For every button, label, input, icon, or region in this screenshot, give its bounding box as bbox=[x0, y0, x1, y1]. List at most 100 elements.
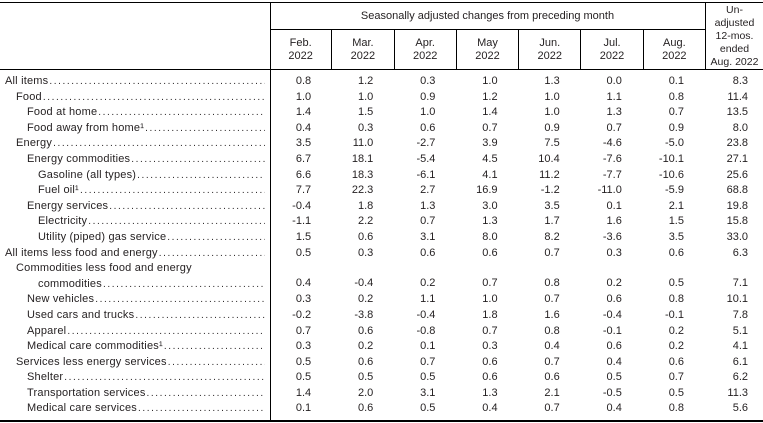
leader-dots bbox=[130, 152, 265, 168]
cell-jun-2022: 0.8 bbox=[544, 276, 560, 289]
cell-apr-2022: 1.3 bbox=[420, 199, 436, 212]
cell-jul-2022: -7.7 bbox=[602, 168, 622, 181]
row-label: Transportation services bbox=[0, 386, 270, 402]
month-header-text: 2022 bbox=[350, 49, 376, 62]
row-label: Energy commodities bbox=[0, 152, 270, 168]
table-body: All items 0.8 1.2 0.3 1.0 1.3 0.0 0.1 8.3 Food 1.0… bbox=[0, 70, 763, 420]
cell-12-mos-ended-aug-2022: 7.1 bbox=[732, 276, 748, 289]
cell-mar-2022: -0.4 bbox=[354, 276, 374, 289]
month-header-text: 2022 bbox=[475, 49, 500, 62]
leader-dots bbox=[42, 90, 265, 106]
cell-feb-2022: 0.7 bbox=[295, 324, 312, 337]
cell-jun-2022: 1.0 bbox=[544, 106, 560, 119]
row-label-text: Gasoline (all types) bbox=[38, 168, 137, 181]
cell-aug-2022: 0.5 bbox=[668, 386, 684, 399]
month-header-text: May bbox=[477, 37, 498, 49]
cell-feb-2022: -1.1 bbox=[292, 215, 312, 228]
row-label: Gasoline (all types) bbox=[0, 168, 270, 184]
table-row-medical-care-services: Medical care services 0.1 0.6 0.5 0.4 0.7 0.4 0… bbox=[0, 401, 763, 417]
cell-12-mos-ended-aug-2022: 8.0 bbox=[732, 121, 748, 134]
cell-jun-2022: 8.2 bbox=[544, 230, 560, 243]
leader-dots bbox=[87, 214, 265, 230]
column-header-may-2022: May 2022 bbox=[455, 30, 518, 69]
cell-apr-2022: 3.1 bbox=[420, 386, 436, 399]
cell-may-2022: 1.0 bbox=[482, 293, 498, 306]
row-label: Apparel bbox=[0, 324, 270, 340]
row-label: New vehicles bbox=[0, 292, 270, 308]
cell-12-mos-ended-aug-2022: 33.0 bbox=[726, 230, 748, 243]
leader-dots bbox=[97, 105, 265, 121]
cell-apr-2022: 2.7 bbox=[420, 184, 436, 197]
row-label: All items bbox=[0, 74, 270, 90]
cell-jun-2022: 0.9 bbox=[544, 121, 560, 134]
leader-dots bbox=[134, 308, 265, 324]
cell-apr-2022: 0.5 bbox=[420, 402, 436, 415]
row-label-text: New vehicles bbox=[27, 293, 95, 306]
cell-mar-2022: 2.0 bbox=[357, 386, 374, 399]
leader-dots bbox=[137, 401, 265, 417]
row-label: Shelter bbox=[0, 370, 270, 386]
cell-aug-2022: 0.1 bbox=[668, 75, 684, 87]
row-label: Energy bbox=[0, 136, 270, 152]
row-label-text: All items less food and energy bbox=[5, 246, 158, 259]
row-label-text: Shelter bbox=[27, 371, 64, 384]
table-row-food: Food 1.0 1.0 0.9 1.2 1.0 1.1 0.8 11.4 bbox=[0, 90, 763, 106]
row-label-text: Used cars and trucks bbox=[27, 308, 135, 321]
cell-jul-2022: -11.0 bbox=[597, 184, 622, 197]
table-row-all-items-less-food-and-energy: All items less food and energy 0.5 0.3 0.6 0… bbox=[0, 246, 763, 262]
cell-may-2022: 3.9 bbox=[482, 137, 498, 150]
row-label-text: Food bbox=[16, 90, 42, 103]
cell-apr-2022: -0.4 bbox=[416, 308, 436, 321]
row-label: Energy services bbox=[0, 199, 270, 215]
cell-may-2022: 4.1 bbox=[482, 168, 498, 181]
cell-apr-2022: 0.1 bbox=[420, 340, 436, 353]
cell-12-mos-ended-aug-2022: 13.5 bbox=[726, 106, 748, 119]
cell-aug-2022: 0.2 bbox=[668, 324, 684, 337]
cell-feb-2022: 0.3 bbox=[295, 340, 312, 353]
cell-jul-2022: 0.5 bbox=[606, 371, 622, 384]
cell-mar-2022: 0.5 bbox=[357, 371, 374, 384]
cell-aug-2022: 0.7 bbox=[668, 371, 684, 384]
cell-apr-2022: 0.6 bbox=[420, 246, 436, 259]
cell-aug-2022: 0.8 bbox=[668, 90, 684, 103]
cell-jul-2022: 0.1 bbox=[606, 199, 622, 212]
cell-jul-2022: 0.7 bbox=[606, 121, 622, 134]
row-label: Medical care services bbox=[0, 401, 270, 417]
cell-mar-2022: 1.2 bbox=[357, 75, 374, 87]
cell-12-mos-ended-aug-2022: 4.1 bbox=[732, 340, 748, 353]
cell-jun-2022: -1.2 bbox=[540, 184, 560, 197]
cell-mar-2022: 18.3 bbox=[351, 168, 374, 181]
cell-apr-2022: -2.7 bbox=[416, 137, 436, 150]
cell-jul-2022: 0.2 bbox=[606, 276, 622, 289]
cell-feb-2022: 0.3 bbox=[295, 293, 312, 306]
leader-dots bbox=[136, 168, 265, 184]
cell-mar-2022: 1.5 bbox=[357, 106, 374, 119]
cell-aug-2022: 1.5 bbox=[668, 215, 684, 228]
cell-may-2022: 0.7 bbox=[482, 121, 498, 134]
cell-jun-2022: 1.0 bbox=[544, 90, 560, 103]
cell-feb-2022: 1.5 bbox=[295, 230, 312, 243]
month-header-text: 2022 bbox=[537, 49, 562, 62]
cell-12-mos-ended-aug-2022: 8.3 bbox=[732, 75, 748, 87]
cell-feb-2022: 0.4 bbox=[295, 276, 312, 289]
cell-aug-2022: 3.5 bbox=[668, 230, 684, 243]
cell-jul-2022: 0.6 bbox=[606, 293, 622, 306]
cell-jun-2022: 0.7 bbox=[544, 402, 560, 415]
leader-dots bbox=[108, 199, 265, 215]
table-row-shelter: Shelter 0.5 0.5 0.5 0.6 0.6 0.5 0.7 6.2 bbox=[0, 370, 763, 386]
cell-feb-2022: 1.4 bbox=[295, 106, 312, 119]
column-header-unadjusted-12mos: Un- adjusted 12-mos. ended Aug. 2022 bbox=[705, 3, 763, 69]
cell-mar-2022: -3.8 bbox=[354, 308, 374, 321]
cell-jul-2022: 0.3 bbox=[606, 246, 622, 259]
cell-jul-2022: 1.6 bbox=[606, 215, 622, 228]
cell-aug-2022: -5.0 bbox=[665, 137, 684, 150]
cell-jul-2022: 1.1 bbox=[606, 90, 622, 103]
cell-12-mos-ended-aug-2022: 15.8 bbox=[726, 215, 748, 228]
cell-12-mos-ended-aug-2022: 6.1 bbox=[732, 355, 748, 368]
cell-mar-2022: 0.6 bbox=[357, 402, 374, 415]
cell-12-mos-ended-aug-2022: 7.8 bbox=[732, 308, 748, 321]
table-row-new-vehicles: New vehicles 0.3 0.2 1.1 1.0 0.7 0.6 0.8 10.1 bbox=[0, 292, 763, 308]
cell-mar-2022: 1.8 bbox=[357, 199, 374, 212]
row-label: Food away from home¹ bbox=[0, 121, 270, 137]
